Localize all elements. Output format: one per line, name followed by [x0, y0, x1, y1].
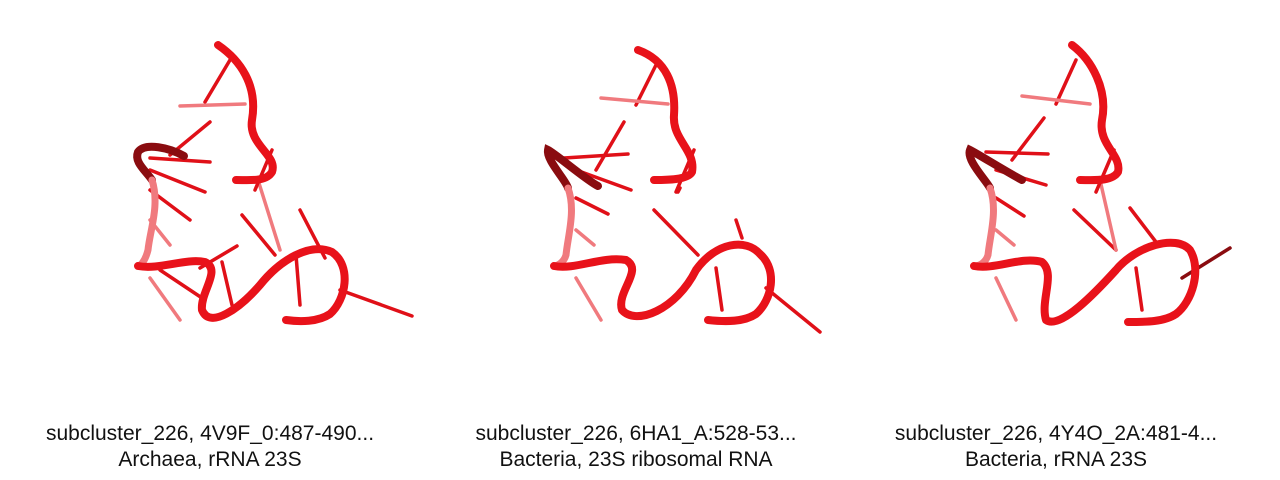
panel-title: subcluster_226, 4V9F_0:487-490... — [45, 422, 375, 445]
rna-structure-render-1 — [133, 41, 414, 326]
panel-subtitle: Bacteria, rRNA 23S — [964, 448, 1148, 471]
rna-backbone-faded — [550, 184, 575, 270]
rna-backbone-dark — [133, 142, 188, 184]
panel-title: subcluster_226, 4Y4O_2A:481-4... — [894, 422, 1218, 445]
structure-panel-2: subcluster_226, 6HA1_A:528-53... Bacteri… — [426, 0, 846, 480]
rna-backbone — [214, 41, 277, 185]
base-sticks — [562, 63, 822, 334]
panel-caption: subcluster_226, 4Y4O_2A:481-4... Bacteri… — [846, 421, 1266, 473]
rna-backbone-dark — [543, 144, 602, 192]
rna-backbone-loop — [550, 240, 775, 326]
base-sticks — [148, 58, 414, 322]
rna-backbone — [634, 46, 697, 184]
structure-panel-1: subcluster_226, 4V9F_0:487-490... Archae… — [0, 0, 420, 480]
rna-backbone-faded — [134, 176, 159, 270]
structure-panel-3: subcluster_226, 4Y4O_2A:481-4... Bacteri… — [846, 0, 1266, 480]
rna-backbone-loop — [134, 245, 349, 326]
panel-title: subcluster_226, 6HA1_A:528-53... — [475, 422, 797, 445]
rna-backbone-dark — [965, 144, 1026, 192]
panel-caption: subcluster_226, 4V9F_0:487-490... Archae… — [0, 421, 420, 473]
panel-subtitle: Bacteria, 23S ribosomal RNA — [499, 448, 773, 471]
rna-structure-render-2 — [543, 46, 822, 334]
panel-caption: subcluster_226, 6HA1_A:528-53... Bacteri… — [426, 421, 846, 473]
rna-backbone — [1068, 41, 1123, 185]
panel-subtitle: Archaea, rRNA 23S — [118, 448, 302, 471]
rna-backbone-faded — [970, 184, 997, 270]
rna-structure-render-3 — [965, 41, 1232, 326]
rna-backbone-loop — [970, 238, 1200, 326]
